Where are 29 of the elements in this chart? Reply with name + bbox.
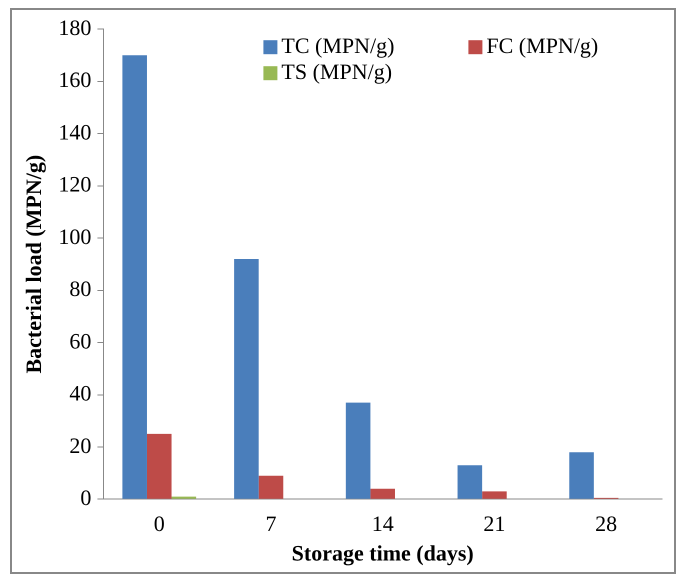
bar [370, 488, 395, 499]
y-axis-title: Bacterial load (MPN/g) [20, 154, 46, 374]
legend-label: TS (MPN/g) [281, 58, 392, 84]
y-tick-label: 0 [80, 484, 92, 510]
y-tick-label: 40 [69, 380, 92, 406]
bar [458, 465, 482, 499]
x-axis-title: Storage time (days) [292, 540, 474, 566]
y-tick-label: 180 [58, 14, 92, 40]
bar [569, 452, 594, 499]
legend-label: FC (MPN/g) [486, 32, 598, 58]
bar [258, 476, 284, 499]
x-tick-label: 7 [265, 511, 276, 536]
x-tick-label: 14 [372, 511, 394, 536]
bar [482, 491, 507, 499]
legend-label: TC (MPN/g) [281, 32, 394, 58]
bar [122, 55, 147, 499]
x-tick-label: 21 [483, 511, 506, 536]
y-tick-label: 80 [69, 276, 92, 302]
bar [146, 434, 172, 499]
y-tick-label: 100 [58, 224, 92, 249]
y-tick-label: 140 [58, 119, 92, 144]
bar [346, 402, 370, 499]
bar [234, 258, 259, 499]
y-tick-label: 160 [58, 67, 92, 92]
y-tick-label: 120 [58, 172, 92, 197]
y-tick-label: 60 [69, 328, 92, 354]
y-tick-label: 20 [69, 432, 92, 458]
x-tick-label: 0 [154, 511, 165, 536]
x-tick-label: 28 [595, 511, 618, 536]
